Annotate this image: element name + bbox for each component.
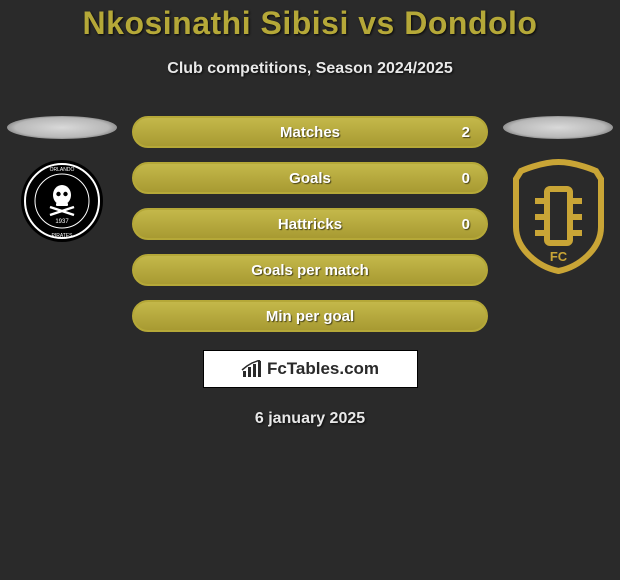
orlando-pirates-badge-icon: 1937 ORLANDO PIRATES (20, 159, 104, 243)
brand-text: FcTables.com (267, 359, 379, 379)
player-right-silhouette (503, 116, 613, 139)
stat-row-matches: Matches 2 (132, 116, 488, 148)
stat-value: 2 (462, 124, 470, 141)
club-badge-right: FC (501, 159, 616, 279)
player-left-silhouette (7, 116, 117, 139)
stat-value: 0 (462, 170, 470, 187)
svg-text:FC: FC (549, 249, 567, 264)
page-title: Nkosinathi Sibisi vs Dondolo (0, 5, 620, 42)
stat-label: Matches (280, 124, 340, 141)
club-badge-left: 1937 ORLANDO PIRATES (20, 159, 104, 248)
stat-label: Hattricks (278, 216, 342, 233)
stat-row-min-per-goal: Min per goal (132, 300, 488, 332)
comparison-card: Nkosinathi Sibisi vs Dondolo Club compet… (0, 0, 620, 428)
footer-date: 6 january 2025 (0, 410, 620, 428)
stat-value: 0 (462, 216, 470, 233)
main-row: 1937 ORLANDO PIRATES Matches 2 Goals 0 H… (0, 116, 620, 332)
badge-year: 1937 (55, 219, 69, 225)
subtitle: Club competitions, Season 2024/2025 (0, 60, 620, 78)
brand-box[interactable]: FcTables.com (203, 350, 418, 388)
stat-label: Goals (289, 170, 331, 187)
svg-text:ORLANDO: ORLANDO (50, 167, 75, 173)
stat-label: Min per goal (266, 308, 354, 325)
player-right-column: FC (498, 116, 618, 279)
stat-row-goals: Goals 0 (132, 162, 488, 194)
svg-text:PIRATES: PIRATES (51, 233, 73, 239)
stats-column: Matches 2 Goals 0 Hattricks 0 Goals per … (122, 116, 498, 332)
stat-row-hattricks: Hattricks 0 (132, 208, 488, 240)
cape-town-city-badge-icon: FC (501, 159, 616, 274)
stat-label: Goals per match (251, 262, 369, 279)
stat-row-goals-per-match: Goals per match (132, 254, 488, 286)
bar-chart-icon (241, 360, 263, 378)
player-left-column: 1937 ORLANDO PIRATES (2, 116, 122, 248)
